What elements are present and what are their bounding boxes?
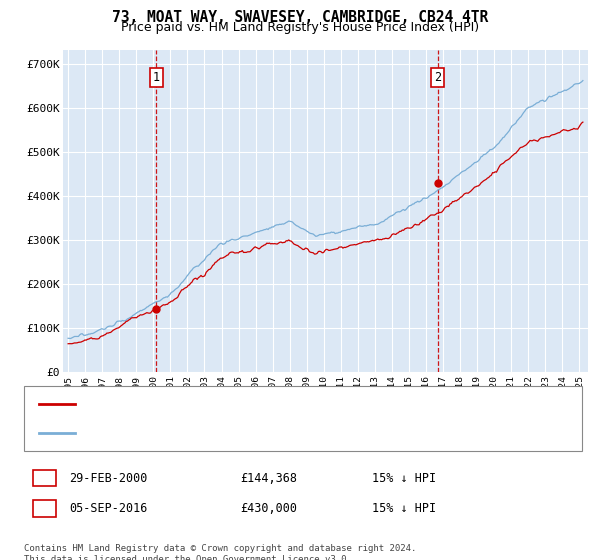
Text: £144,368: £144,368 (240, 472, 297, 484)
Text: 2: 2 (41, 502, 48, 515)
Text: 73, MOAT WAY, SWAVESEY, CAMBRIDGE, CB24 4TR (detached house): 73, MOAT WAY, SWAVESEY, CAMBRIDGE, CB24 … (81, 399, 471, 409)
Text: Contains HM Land Registry data © Crown copyright and database right 2024.
This d: Contains HM Land Registry data © Crown c… (24, 544, 416, 560)
Text: 29-FEB-2000: 29-FEB-2000 (69, 472, 148, 484)
Text: 05-SEP-2016: 05-SEP-2016 (69, 502, 148, 515)
Text: 15% ↓ HPI: 15% ↓ HPI (372, 472, 436, 484)
Text: 15% ↓ HPI: 15% ↓ HPI (372, 502, 436, 515)
Text: 1: 1 (41, 472, 48, 484)
Text: £430,000: £430,000 (240, 502, 297, 515)
Text: Price paid vs. HM Land Registry's House Price Index (HPI): Price paid vs. HM Land Registry's House … (121, 21, 479, 34)
Text: 1: 1 (152, 71, 160, 84)
Text: HPI: Average price, detached house, South Cambridgeshire: HPI: Average price, detached house, Sout… (81, 428, 445, 438)
Text: 2: 2 (434, 71, 441, 84)
Text: 73, MOAT WAY, SWAVESEY, CAMBRIDGE, CB24 4TR: 73, MOAT WAY, SWAVESEY, CAMBRIDGE, CB24 … (112, 10, 488, 25)
